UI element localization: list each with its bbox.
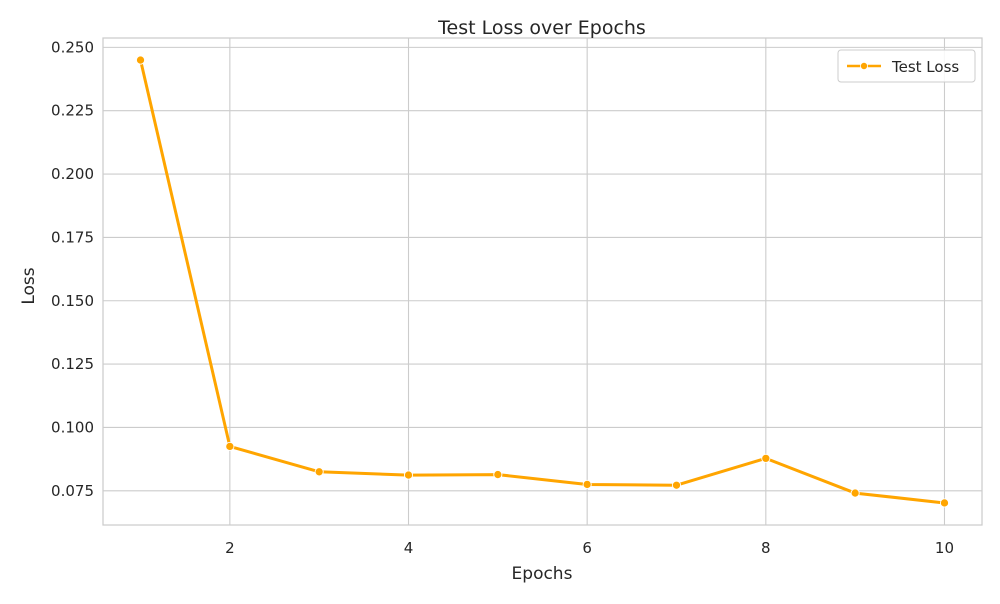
data-point	[761, 453, 771, 463]
x-axis-label: Epochs	[512, 564, 573, 584]
legend: Test Loss	[837, 49, 976, 83]
data-point	[582, 479, 592, 490]
x-tick-label: 2	[225, 539, 235, 557]
data-point	[939, 498, 950, 508]
x-tick-label: 4	[404, 539, 414, 557]
grid	[103, 38, 982, 525]
data-point	[135, 55, 146, 65]
y-tick-label: 0.175	[51, 228, 94, 246]
series-layer	[135, 55, 950, 508]
axis-ticks: 2 4 6 8 10 0.075 0.100 0.125 0.150 0.175 0.200 0.22…	[51, 38, 954, 557]
chart-title: Test Loss over Epochs	[437, 17, 646, 39]
data-point	[403, 470, 414, 480]
y-tick-label: 0.150	[51, 292, 94, 310]
y-tick-label: 0.100	[51, 418, 94, 436]
series-line-test-loss	[139, 58, 946, 505]
x-tick-label: 6	[582, 539, 592, 557]
plot-area-border	[102, 37, 983, 526]
data-point	[671, 480, 682, 490]
y-tick-label: 0.250	[51, 38, 94, 56]
y-axis-label: Loss	[19, 267, 39, 304]
data-point	[225, 441, 235, 452]
data-point	[314, 467, 324, 477]
x-tick-label: 8	[761, 539, 771, 557]
legend-frame	[837, 49, 976, 83]
y-tick-label: 0.200	[51, 165, 94, 183]
y-tick-label: 0.075	[51, 482, 94, 500]
legend-label: Test Loss	[891, 58, 959, 76]
legend-marker-swatch	[860, 62, 869, 71]
data-point	[493, 470, 503, 480]
data-point	[850, 488, 860, 498]
y-tick-label: 0.125	[51, 355, 94, 373]
y-tick-label: 0.225	[51, 102, 94, 120]
x-tick-label: 10	[935, 539, 954, 557]
